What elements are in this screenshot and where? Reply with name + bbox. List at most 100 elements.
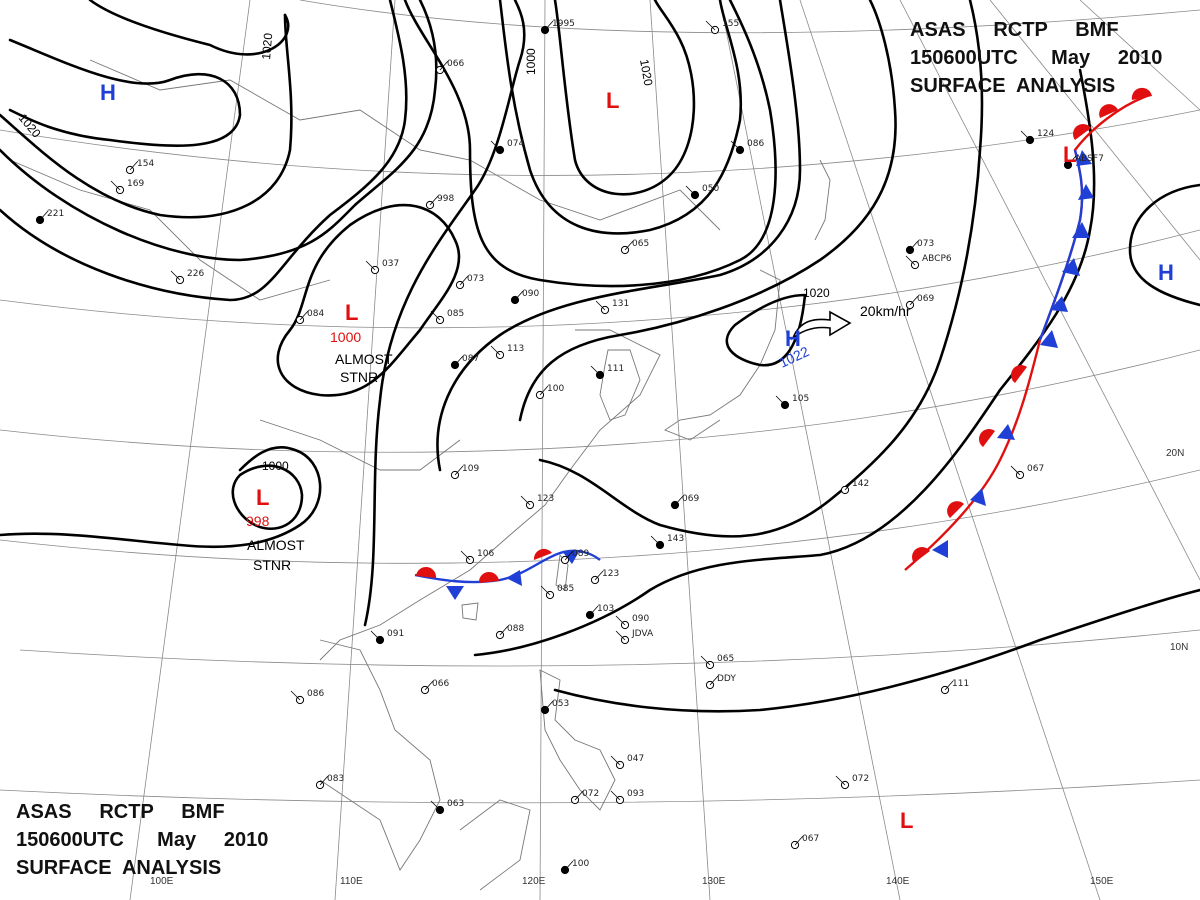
station-value: DDY [717, 674, 736, 684]
wind-barb [365, 260, 376, 271]
wind-barb [909, 240, 919, 251]
warm-front-barb [978, 429, 995, 447]
wind-barb [1067, 155, 1077, 166]
wind-barb [564, 860, 574, 871]
station-value: ABCP6 [922, 254, 952, 264]
isobar-line [8, 38, 242, 147]
wind-barb [705, 20, 716, 31]
movement-arrow [791, 310, 852, 341]
wind-barb [490, 140, 501, 151]
low-value-tibet: 998 [246, 513, 270, 529]
wind-barb [490, 345, 501, 356]
isobar-line [725, 293, 807, 367]
isobars [0, 0, 1200, 713]
low-center-east: L [1063, 142, 1076, 167]
warm-front-barb [416, 566, 437, 578]
low-center-tibet: L [256, 485, 269, 510]
station-value: 086 [307, 689, 324, 699]
station-value: 063 [447, 799, 464, 809]
low-center-north: L [606, 88, 619, 113]
title-top-line1: ASAS RCTP BMF [910, 19, 1119, 41]
cold-front-barb [446, 586, 464, 600]
warm-front-barb [912, 547, 930, 563]
wind-barb [459, 275, 469, 286]
wind-barb [794, 835, 804, 846]
station-value: 066 [432, 679, 449, 689]
station-value: 067 [802, 834, 819, 844]
coastline-hainan [461, 602, 479, 621]
wind-barb [429, 195, 439, 206]
meridian-line [539, 0, 546, 900]
movement-speed: 20km/hr [860, 303, 911, 319]
wind-barb [129, 160, 139, 171]
lon-label: 140E [886, 876, 910, 887]
cold-front-barb [1078, 184, 1094, 200]
station-value: 073 [467, 274, 484, 284]
high-center-nw: H [100, 80, 116, 105]
wind-barb [574, 790, 584, 801]
border-line [89, 59, 721, 231]
wind-barb [460, 550, 471, 561]
wind-barb [499, 625, 509, 636]
station-value: 1995 [552, 19, 575, 29]
isobar-line [231, 464, 304, 530]
station-value: 998 [437, 194, 454, 204]
wind-barb [514, 290, 524, 301]
station-value: 069 [917, 294, 934, 304]
station-value: 087 [462, 354, 479, 364]
coastline-borneo [459, 799, 531, 891]
station-labels: 1995 155 066 074 998 037 090 131 065 050 073 085 087… [47, 19, 1104, 869]
wind-barb [624, 240, 634, 251]
wind-barb [835, 775, 846, 786]
isobar-label: 1000 [524, 48, 538, 75]
station-value: 085 [447, 309, 464, 319]
wind-barb [564, 550, 574, 561]
station-value: 089 [572, 549, 589, 559]
high-center-east: H [1158, 260, 1174, 285]
station-value: 154 [137, 159, 154, 169]
border-line [259, 419, 461, 471]
lon-label: 130E [702, 876, 726, 887]
lon-label: 120E [522, 876, 546, 887]
cold-front-barb [562, 550, 580, 564]
lat-label: 10N [1170, 642, 1188, 653]
coastline-sakhalin [814, 159, 831, 241]
cold-front-barb [506, 570, 522, 586]
station-value: 226 [187, 269, 204, 279]
coastline-japan [664, 269, 781, 441]
station-value: 066 [447, 59, 464, 69]
station-value: 069 [682, 494, 699, 504]
wind-barb [424, 680, 434, 691]
station-value: ABSF7 [1075, 154, 1104, 164]
wind-barb [439, 60, 449, 71]
station-value: 085 [557, 584, 574, 594]
wind-barb [594, 570, 604, 581]
wind-barb [589, 605, 599, 616]
cold-front-barb [1076, 150, 1092, 166]
wind-barb [1010, 465, 1021, 476]
cold-front-barb [1072, 222, 1090, 238]
station-value: 105 [792, 394, 809, 404]
title-bottom-line1: ASAS RCTP BMF [16, 801, 225, 823]
wind-barb [905, 255, 916, 266]
isobar-line [88, 0, 290, 56]
station-value: 074 [507, 139, 524, 149]
isobar-line [0, 0, 408, 302]
isobar-line [518, 0, 897, 422]
station-value: 091 [387, 629, 404, 639]
parallel-line [0, 109, 1200, 176]
wind-barb [454, 465, 464, 476]
wind-barb [454, 355, 464, 366]
coastline-china [319, 329, 661, 661]
wind-barb [685, 185, 696, 196]
wind-barb [370, 630, 381, 641]
wind-barb [650, 535, 661, 546]
isobar-line [363, 0, 526, 627]
station-value: 221 [47, 209, 64, 219]
coastlines [9, 59, 831, 891]
wind-barb [540, 585, 551, 596]
low-note-tibet-2: STNR [253, 557, 291, 573]
low-center-mongolia: L [345, 300, 358, 325]
graticule-labels: 100E 110E 120E 130E 140E 150E 20N 10N [150, 448, 1188, 887]
